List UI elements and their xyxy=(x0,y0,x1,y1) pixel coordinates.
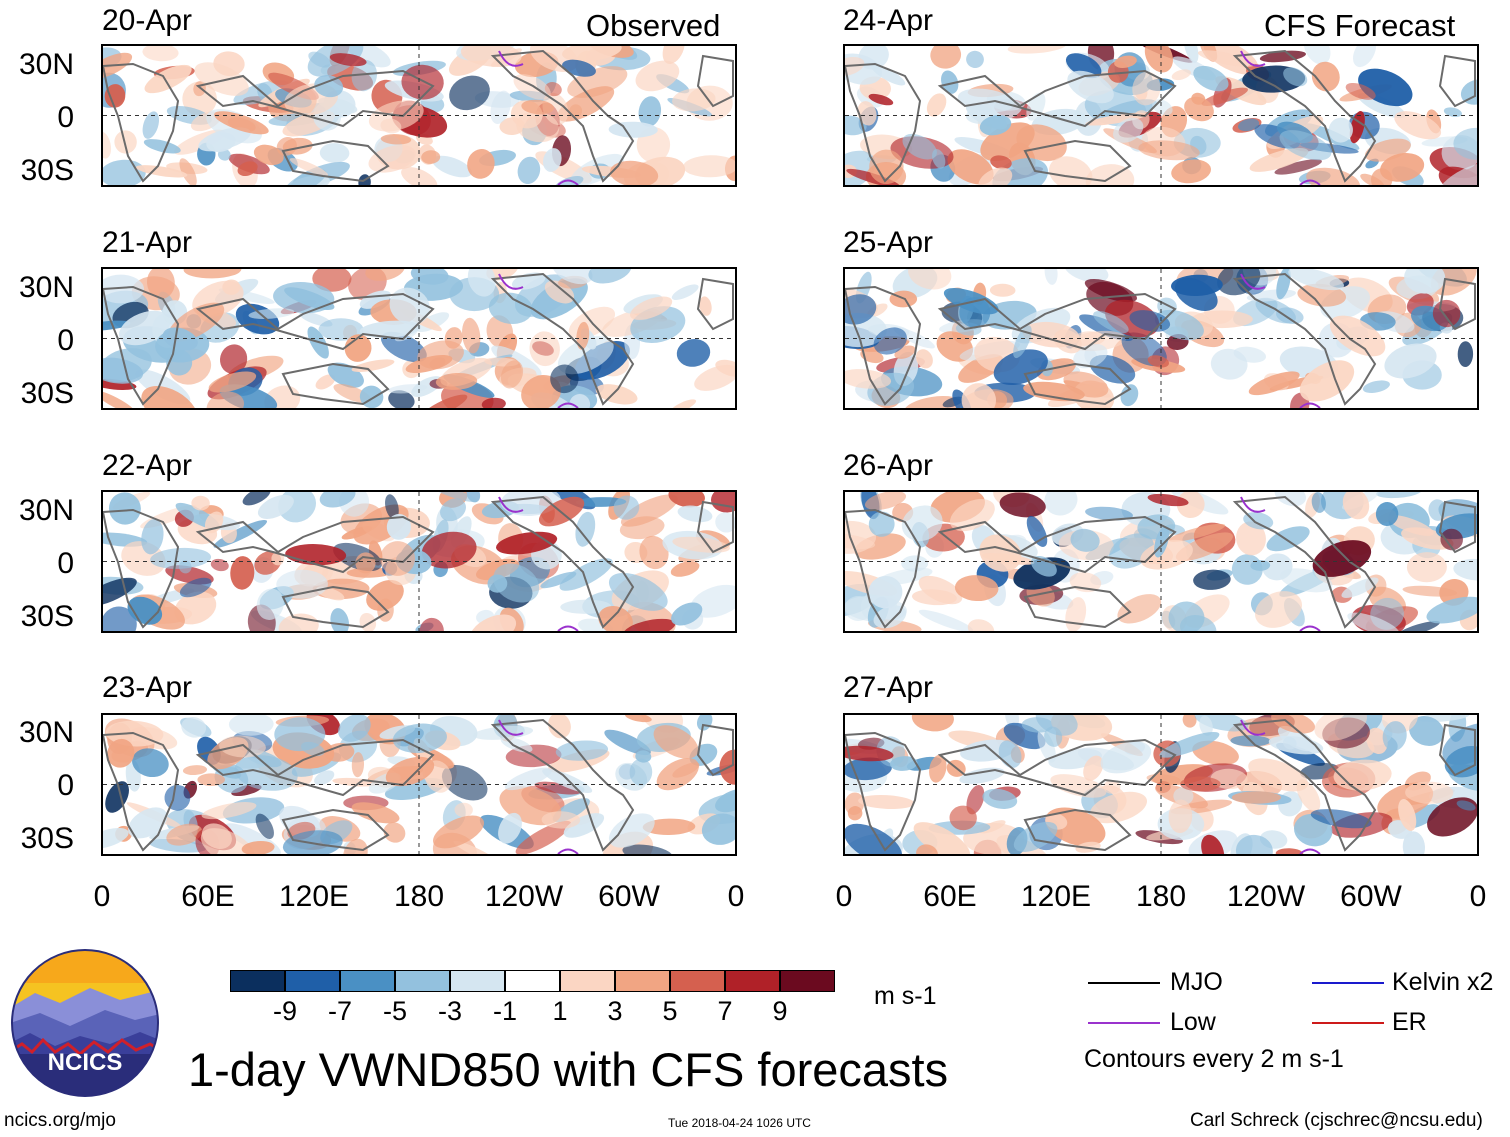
map-left-4 xyxy=(101,713,737,856)
panel-date-left-2: 21-Apr xyxy=(102,226,193,259)
lat-label-30s-2: 30S xyxy=(20,377,74,410)
lat-label-30n-2: 30N xyxy=(18,271,74,304)
panel-date-left-1: 20-Apr xyxy=(102,4,193,37)
map-right-1 xyxy=(843,44,1479,187)
colorbar-tick-label: 5 xyxy=(662,996,678,1026)
colorbar-tick-label: 9 xyxy=(772,996,788,1026)
colorbar-tick-label: -5 xyxy=(382,996,407,1026)
panel-date-right-4: 27-Apr xyxy=(843,671,934,704)
lat-label-30n-4: 30N xyxy=(18,716,74,749)
lon-label-right-180: 180 xyxy=(1135,880,1187,913)
lat-label-eq-1: 0 xyxy=(57,101,74,134)
lon-label-right-120e: 120E xyxy=(1020,880,1092,913)
colorbar-tick-label: -3 xyxy=(437,996,462,1026)
lon-label-right-0: 0 xyxy=(835,880,853,913)
map-right-3 xyxy=(843,490,1479,633)
lat-label-30s-3: 30S xyxy=(20,600,74,633)
panel-date-left-4: 23-Apr xyxy=(102,671,193,704)
colorbar-cell xyxy=(560,970,615,992)
colorbar-cell xyxy=(285,970,340,992)
lat-label-30s-1: 30S xyxy=(20,154,74,187)
colorbar-cell xyxy=(340,970,395,992)
legend-low-line xyxy=(1088,1022,1160,1024)
legend-low-label: Low xyxy=(1170,1008,1216,1036)
lon-label-left-0-end: 0 xyxy=(727,880,745,913)
colorbar-tick-label: 1 xyxy=(552,996,568,1026)
colorbar-tick-label: -9 xyxy=(272,996,297,1026)
colorbar-tick-label: 3 xyxy=(607,996,623,1026)
lat-label-eq-3: 0 xyxy=(57,547,74,580)
legend-er-label: ER xyxy=(1392,1008,1427,1036)
lat-label-eq-4: 0 xyxy=(57,769,74,802)
panel-date-left-3: 22-Apr xyxy=(102,449,193,482)
panel-date-right-1: 24-Apr xyxy=(843,4,934,37)
lat-label-30n-1: 30N xyxy=(18,48,74,81)
colorbar-cell xyxy=(615,970,670,992)
legend-kelvin-label: Kelvin x2 xyxy=(1392,968,1494,996)
lat-label-eq-2: 0 xyxy=(57,324,74,357)
lon-label-left-60e: 60E xyxy=(181,880,235,913)
timestamp: Tue 2018-04-24 1026 UTC xyxy=(668,1116,811,1130)
lon-label-right-0-end: 0 xyxy=(1469,880,1487,913)
figure-title: 1-day VWND850 with CFS forecasts xyxy=(188,1043,949,1096)
lon-label-right-120w: 120W xyxy=(1226,880,1306,913)
colorbar-tick-label: -7 xyxy=(327,996,352,1026)
panel-date-right-2: 25-Apr xyxy=(843,226,934,259)
lat-label-30s-4: 30S xyxy=(20,822,74,855)
legend-mjo-label: MJO xyxy=(1170,968,1223,996)
lon-label-left-180: 180 xyxy=(393,880,445,913)
colorbar-cell xyxy=(230,970,285,992)
website-link[interactable]: ncics.org/mjo xyxy=(4,1110,116,1131)
lon-label-left-120e: 120E xyxy=(278,880,350,913)
colorbar-tick-label: 7 xyxy=(717,996,733,1026)
colorbar-cell xyxy=(725,970,780,992)
colorbar-tick-label: -1 xyxy=(492,996,517,1026)
cfs-forecast-heading: CFS Forecast xyxy=(1264,8,1456,43)
map-right-2 xyxy=(843,267,1479,410)
legend-er-line xyxy=(1312,1022,1384,1024)
map-right-4 xyxy=(843,713,1479,856)
lat-label-30n-3: 30N xyxy=(18,494,74,527)
legend-mjo-line xyxy=(1088,982,1160,984)
colorbar-cell xyxy=(780,970,835,992)
colorbar-cell xyxy=(395,970,450,992)
observed-heading: Observed xyxy=(586,8,721,43)
map-left-2 xyxy=(101,267,737,410)
lon-label-right-60e: 60E xyxy=(923,880,977,913)
colorbar-units: m s-1 xyxy=(874,982,937,1010)
map-left-3 xyxy=(101,490,737,633)
contours-note: Contours every 2 m s-1 xyxy=(1084,1045,1344,1073)
legend-kelvin-line xyxy=(1312,982,1384,984)
map-left-1 xyxy=(101,44,737,187)
lon-label-left-0: 0 xyxy=(93,880,111,913)
colorbar-cell xyxy=(670,970,725,992)
colorbar-cell xyxy=(450,970,505,992)
lon-label-left-60w: 60W xyxy=(598,880,660,913)
colorbar-cell xyxy=(505,970,560,992)
ncics-logo: NCICS xyxy=(10,948,160,1098)
lon-label-right-60w: 60W xyxy=(1340,880,1402,913)
author-credit: Carl Schreck (cjschrec@ncsu.edu) xyxy=(1190,1110,1483,1131)
lon-label-left-120w: 120W xyxy=(484,880,564,913)
panel-date-right-3: 26-Apr xyxy=(843,449,934,482)
logo-text: NCICS xyxy=(48,1049,123,1076)
